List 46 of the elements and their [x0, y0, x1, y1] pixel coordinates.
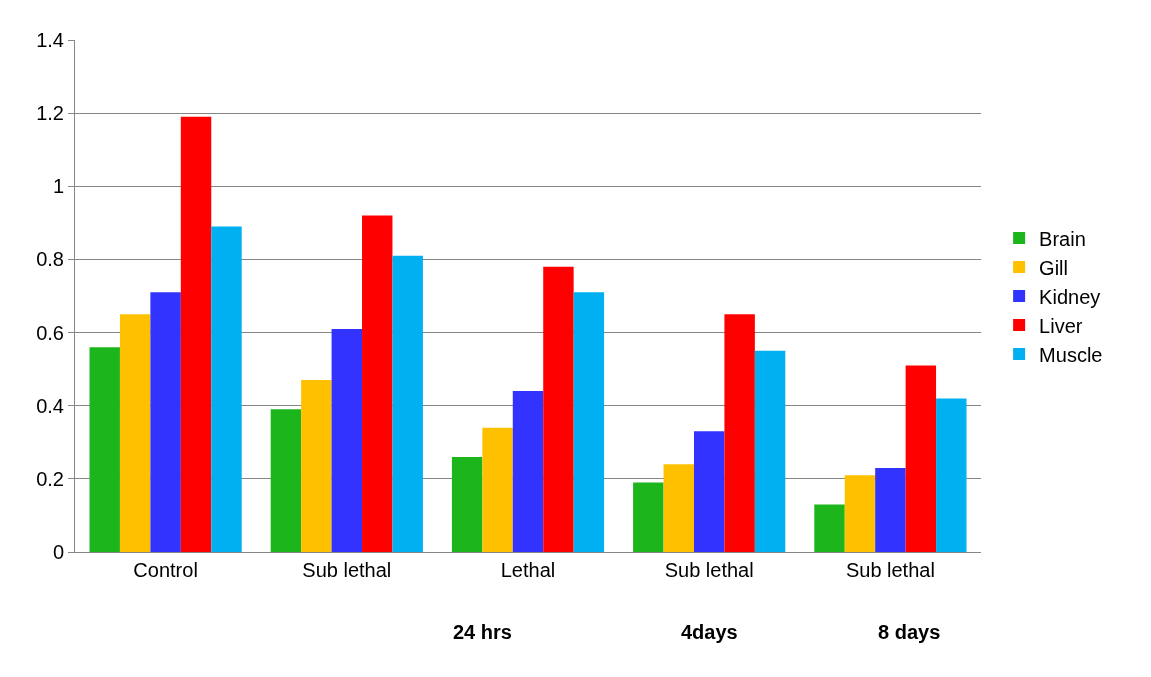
bar: [663, 464, 694, 552]
x-tick-label: Sub lethal: [664, 559, 754, 581]
bar: [392, 255, 423, 552]
text: 24 hrs: [453, 621, 512, 643]
bar: [270, 409, 302, 552]
x-tick-label: Lethal: [500, 559, 556, 581]
y-tick-label: 0: [52, 541, 64, 563]
bar: [301, 380, 332, 552]
legend-label: Muscle: [1039, 343, 1103, 366]
bar: [936, 398, 967, 552]
bar: [331, 328, 363, 552]
y-tick-label: 1.2: [36, 102, 64, 125]
x-tick-label: Control: [133, 559, 198, 581]
bar: [754, 350, 786, 552]
bar: [693, 431, 725, 552]
bar: [180, 116, 212, 552]
legend-label: Liver: [1039, 314, 1083, 337]
text: 4days: [681, 621, 738, 643]
bar: [482, 427, 513, 552]
y-tick-label: 0.6: [36, 321, 64, 344]
y-tick-label: 0.4: [36, 394, 64, 417]
bar: [633, 482, 664, 552]
legend-label: Gill: [1039, 256, 1069, 279]
bar: [211, 226, 242, 552]
bar: [89, 347, 120, 552]
bar: [724, 314, 755, 552]
bar: [512, 391, 544, 552]
bar: [844, 475, 876, 552]
bar: [905, 365, 937, 552]
bar: [451, 456, 483, 552]
bar: [362, 215, 393, 552]
y-tick-label: 0.2: [36, 467, 64, 490]
bar: [573, 292, 605, 552]
y-tick-label: 1: [52, 175, 64, 198]
x-tick-label: Sub lethal: [845, 559, 935, 581]
bar: [814, 504, 845, 552]
bar: [543, 266, 574, 552]
y-tick-label: 1.4: [36, 29, 64, 51]
legend-label: Brain: [1039, 227, 1086, 250]
y-tick-label: 0.8: [36, 248, 64, 271]
bar: [150, 292, 181, 552]
bar: [119, 314, 151, 552]
bar: [875, 467, 906, 552]
x-tick-label: Sub lethal: [302, 559, 392, 581]
legend-label: Kidney: [1039, 285, 1101, 308]
text: 8 days: [878, 621, 941, 643]
